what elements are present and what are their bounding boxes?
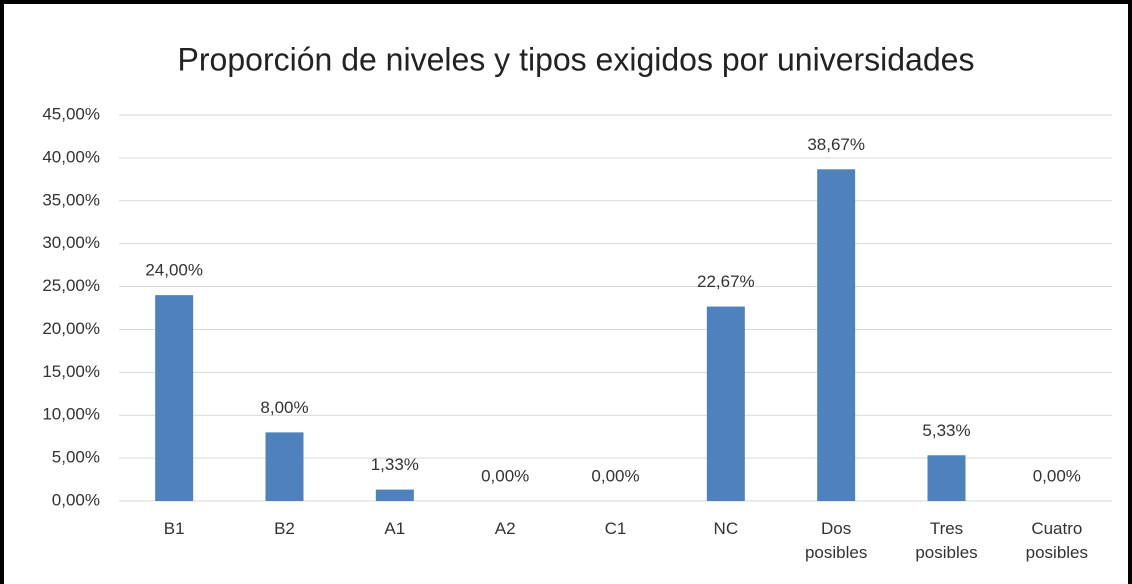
data-label: 1,33% bbox=[371, 455, 419, 474]
y-tick-label: 10,00% bbox=[42, 405, 100, 424]
y-tick-label: 40,00% bbox=[42, 147, 100, 166]
bar bbox=[265, 432, 304, 501]
data-label: 0,00% bbox=[481, 466, 529, 485]
data-label: 22,67% bbox=[697, 272, 755, 291]
x-tick-label: Tres posibles bbox=[915, 519, 978, 562]
y-tick-label: 5,00% bbox=[52, 448, 100, 467]
bar bbox=[817, 169, 856, 501]
y-tick-label: 35,00% bbox=[42, 190, 100, 209]
x-tick-label: B2 bbox=[274, 519, 295, 538]
bar bbox=[375, 489, 414, 501]
x-tick-label: B1 bbox=[163, 519, 185, 538]
data-label: 24,00% bbox=[145, 261, 203, 280]
y-tick-label: 25,00% bbox=[42, 276, 100, 295]
data-label: 0,00% bbox=[591, 466, 639, 485]
data-label: 5,33% bbox=[922, 421, 970, 440]
y-tick-label: 45,00% bbox=[42, 104, 100, 123]
x-tick-label: Cuatro posibles bbox=[1025, 519, 1089, 562]
x-tick-label: C1 bbox=[604, 519, 627, 538]
data-label: 8,00% bbox=[260, 398, 308, 417]
data-label: 0,00% bbox=[1033, 466, 1081, 485]
bar bbox=[706, 306, 745, 501]
x-tick-label: A2 bbox=[494, 519, 516, 538]
y-tick-label: 15,00% bbox=[42, 362, 100, 381]
bar bbox=[927, 455, 966, 501]
x-tick-label: A1 bbox=[384, 519, 406, 538]
bar bbox=[155, 295, 194, 501]
data-label: 38,67% bbox=[807, 135, 865, 154]
x-tick-label: Dos posibles bbox=[804, 519, 868, 562]
x-tick-label: NC bbox=[713, 519, 739, 538]
y-tick-label: 30,00% bbox=[42, 233, 100, 252]
y-tick-label: 20,00% bbox=[42, 319, 100, 338]
y-tick-label: 0,00% bbox=[52, 490, 100, 509]
chart-title: Proporción de niveles y tipos exigidos p… bbox=[178, 41, 975, 77]
